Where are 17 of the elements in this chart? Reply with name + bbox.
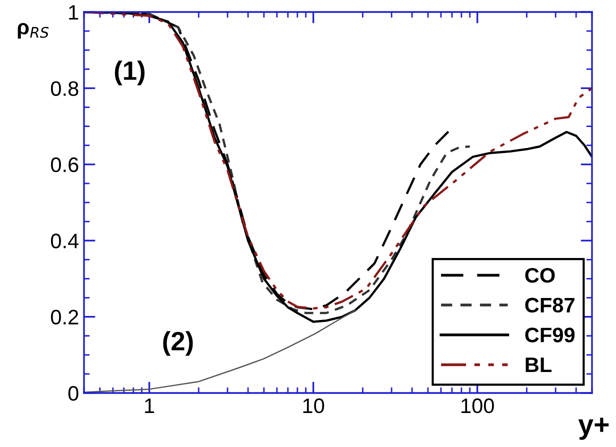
legend-label: CO	[525, 268, 555, 283]
x-tick-label: 10	[303, 398, 324, 414]
y-tick-label: 0.4	[50, 234, 79, 248]
y-tick-label: 0	[68, 386, 78, 401]
y-tick-label: 1	[69, 5, 78, 20]
legend-label: CF87	[525, 298, 574, 313]
y-tick-label: 0.8	[50, 81, 78, 96]
x-tick-label: 1	[145, 398, 154, 413]
y-tick-label: 0.6	[50, 157, 78, 172]
legend-label: BL	[526, 358, 552, 372]
annotation: (2)	[163, 331, 193, 356]
y-tick-label: 0.2	[50, 310, 78, 325]
annotation: (1)	[114, 60, 145, 86]
x-tick-label: 100	[462, 398, 494, 414]
x-axis-title: y+	[578, 418, 609, 440]
y-axis-title: ρ$_{RS}$	[18, 23, 49, 39]
legend-label: CF99	[525, 328, 575, 342]
